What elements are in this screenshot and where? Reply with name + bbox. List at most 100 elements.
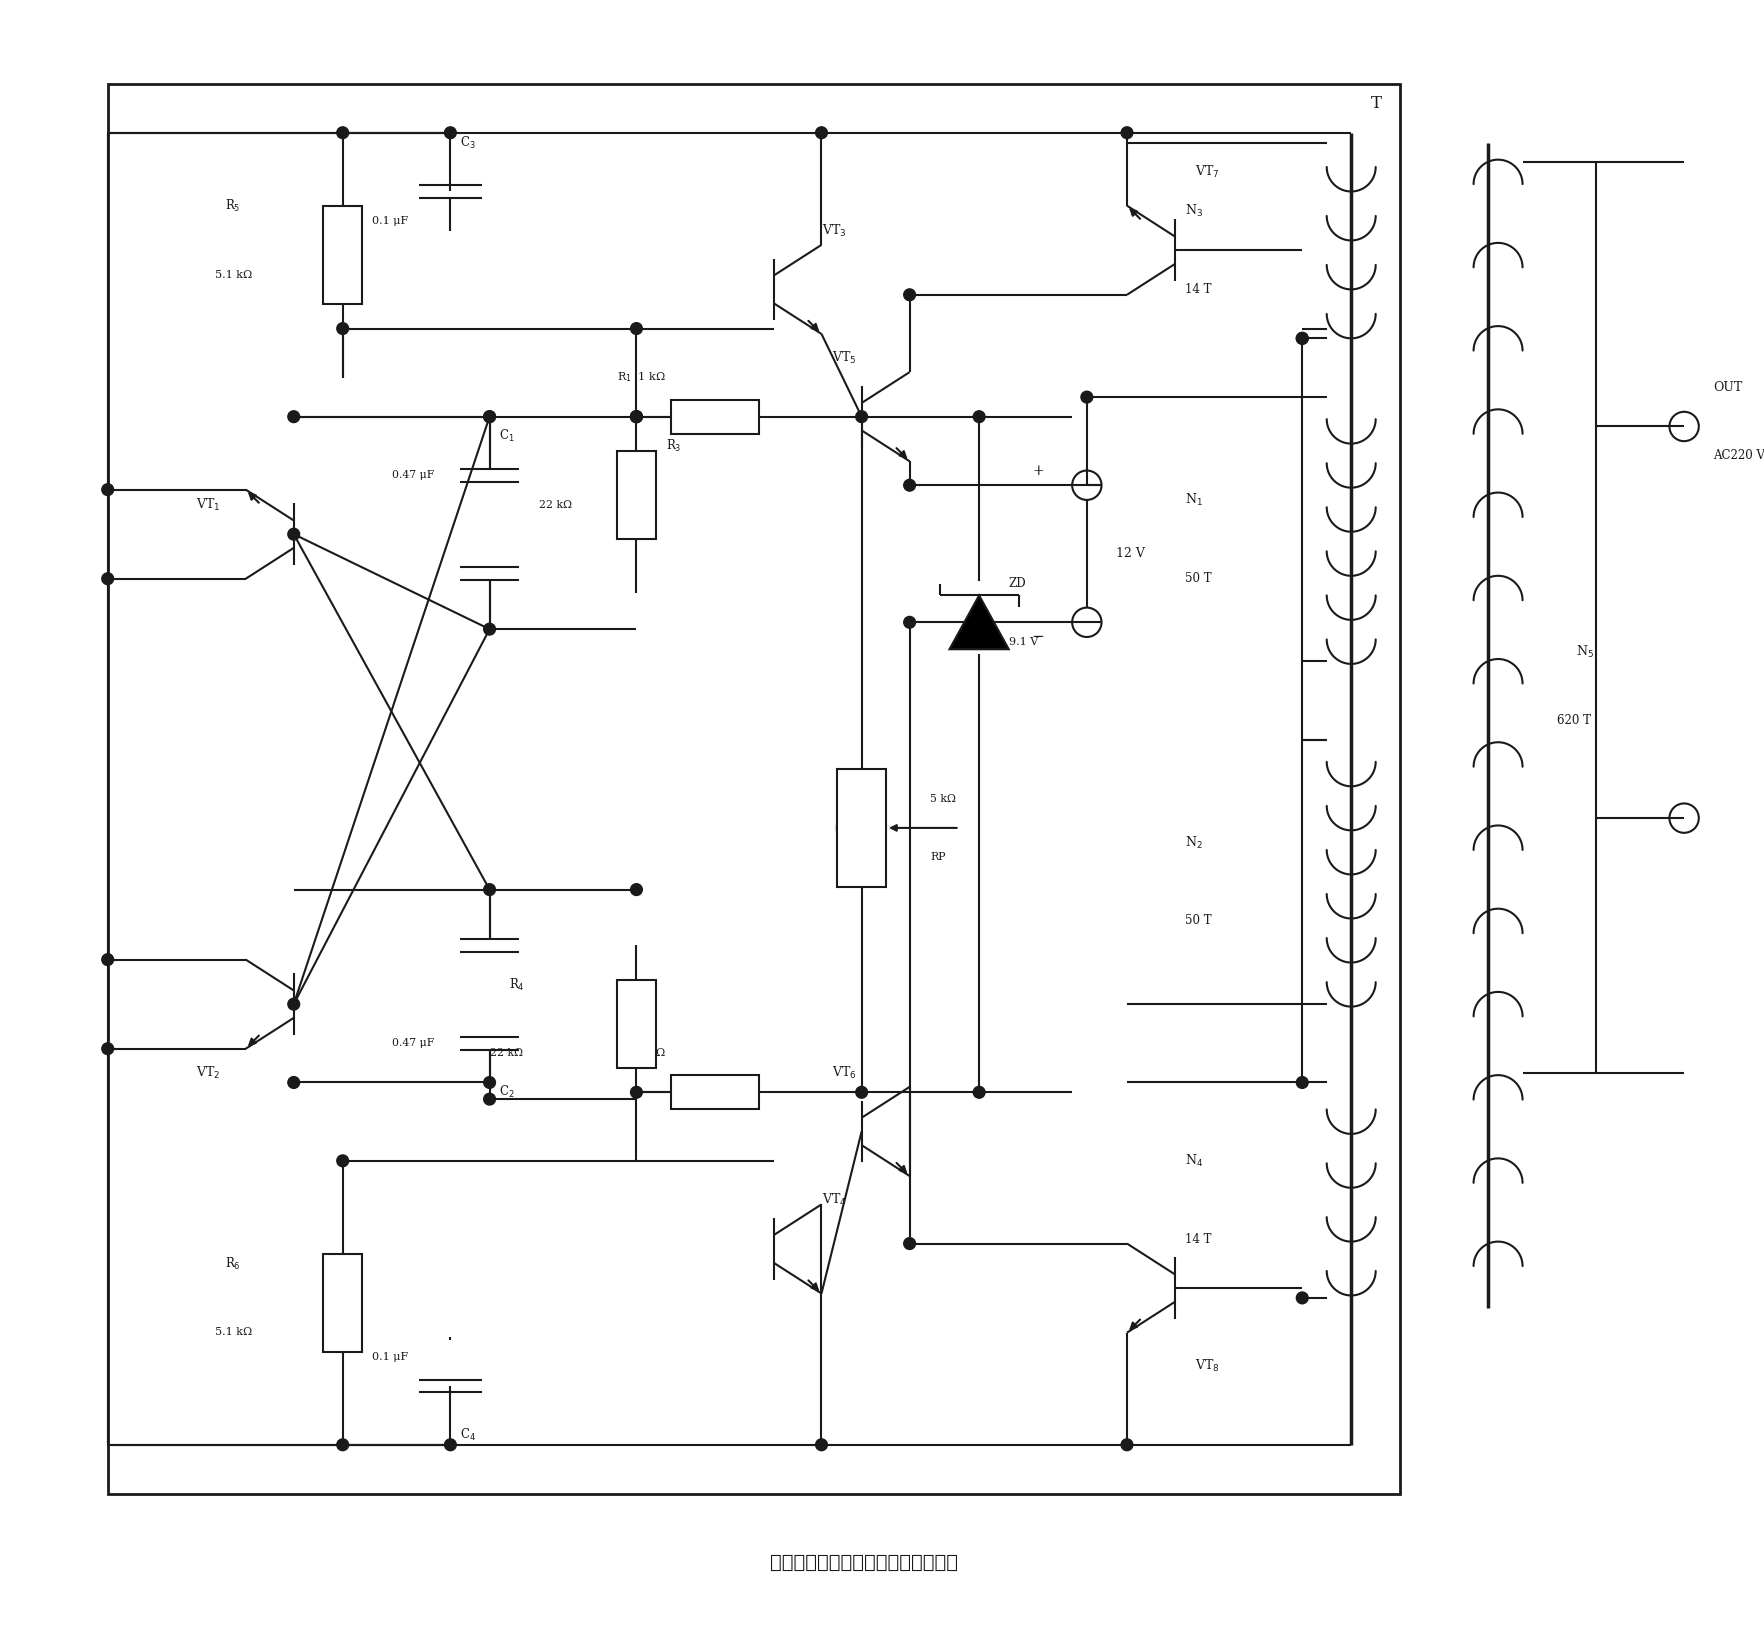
Circle shape — [903, 480, 916, 491]
Bar — [670, 1074, 759, 1109]
Text: VT$_3$: VT$_3$ — [822, 222, 847, 239]
Circle shape — [483, 1076, 496, 1088]
Text: T: T — [1371, 96, 1381, 112]
Text: 22 kΩ: 22 kΩ — [490, 1048, 522, 1058]
Text: VT$_8$: VT$_8$ — [1194, 1358, 1219, 1374]
Text: C$_1$: C$_1$ — [499, 428, 515, 445]
Circle shape — [483, 1093, 496, 1106]
Text: R$_1$  1 kΩ: R$_1$ 1 kΩ — [617, 371, 665, 384]
Text: C$_3$: C$_3$ — [460, 135, 476, 150]
Text: R$_4$: R$_4$ — [510, 977, 526, 992]
Text: power.21c.com: power.21c.com — [833, 824, 891, 832]
Text: OUT: OUT — [1713, 381, 1743, 394]
Text: R$_5$: R$_5$ — [226, 198, 240, 214]
Text: 14 T: 14 T — [1185, 283, 1212, 297]
Bar — [617, 452, 656, 539]
Circle shape — [337, 127, 349, 138]
Text: 5.1 kΩ: 5.1 kΩ — [215, 1327, 252, 1337]
Text: N$_3$: N$_3$ — [1185, 203, 1203, 219]
Circle shape — [815, 127, 827, 138]
Text: AC220 V: AC220 V — [1713, 450, 1764, 463]
Text: C$_4$: C$_4$ — [460, 1427, 476, 1444]
Text: 0.1 μF: 0.1 μF — [372, 216, 407, 226]
Bar — [670, 399, 759, 433]
Circle shape — [974, 1086, 984, 1098]
Bar — [323, 206, 362, 305]
Circle shape — [102, 1043, 113, 1055]
Text: C$_2$: C$_2$ — [499, 1084, 515, 1101]
Text: N$_1$: N$_1$ — [1185, 491, 1203, 508]
Circle shape — [630, 410, 642, 422]
Text: 低成本高效率的家用逆变器电路原理: 低成本高效率的家用逆变器电路原理 — [769, 1552, 958, 1572]
Circle shape — [1081, 391, 1092, 404]
Circle shape — [337, 323, 349, 335]
Circle shape — [483, 410, 496, 422]
Circle shape — [630, 883, 642, 895]
Circle shape — [903, 1238, 916, 1249]
Text: N$_4$: N$_4$ — [1185, 1152, 1203, 1168]
Circle shape — [630, 410, 642, 422]
Circle shape — [102, 485, 113, 496]
Text: 22 kΩ: 22 kΩ — [538, 499, 572, 509]
Text: 5.1 kΩ: 5.1 kΩ — [215, 270, 252, 280]
Text: −: − — [1032, 630, 1044, 644]
Circle shape — [856, 410, 868, 422]
Text: R$_2$  1 kΩ: R$_2$ 1 kΩ — [617, 1046, 665, 1060]
Circle shape — [288, 410, 300, 422]
Circle shape — [288, 999, 300, 1010]
Circle shape — [974, 410, 984, 422]
Circle shape — [102, 954, 113, 966]
Text: 0.47 μF: 0.47 μF — [392, 470, 434, 481]
Circle shape — [445, 1439, 457, 1450]
Circle shape — [483, 623, 496, 634]
Text: 12 V: 12 V — [1117, 547, 1145, 560]
Text: 14 T: 14 T — [1185, 1233, 1212, 1246]
Circle shape — [337, 1439, 349, 1450]
Circle shape — [288, 1076, 300, 1088]
Circle shape — [630, 323, 642, 335]
Circle shape — [903, 616, 916, 628]
Text: 50 T: 50 T — [1185, 915, 1212, 928]
Text: 0.1 μF: 0.1 μF — [372, 1351, 407, 1361]
Circle shape — [1297, 1076, 1309, 1088]
Circle shape — [288, 529, 300, 541]
Text: 5 kΩ: 5 kΩ — [930, 794, 956, 804]
Text: VT$_2$: VT$_2$ — [196, 1065, 220, 1081]
Circle shape — [483, 883, 496, 895]
Circle shape — [445, 127, 457, 138]
Text: N$_2$: N$_2$ — [1185, 834, 1203, 850]
Text: 50 T: 50 T — [1185, 572, 1212, 585]
Bar — [838, 770, 886, 887]
Circle shape — [1297, 333, 1309, 344]
Circle shape — [1122, 127, 1132, 138]
Text: R$_3$: R$_3$ — [665, 438, 681, 455]
Text: VT$_4$: VT$_4$ — [822, 1192, 847, 1208]
Polygon shape — [949, 595, 1009, 649]
Text: N$_5$: N$_5$ — [1577, 644, 1595, 659]
Text: 620 T: 620 T — [1558, 714, 1591, 727]
Bar — [108, 84, 1401, 1493]
Text: ZD: ZD — [1009, 577, 1027, 590]
Circle shape — [815, 1439, 827, 1450]
Text: VT$_6$: VT$_6$ — [833, 1065, 857, 1081]
Circle shape — [903, 288, 916, 300]
Circle shape — [630, 410, 642, 422]
Text: VT$_7$: VT$_7$ — [1194, 163, 1219, 180]
Text: +: + — [1032, 463, 1044, 478]
Text: RP: RP — [930, 852, 946, 862]
Circle shape — [1122, 1439, 1132, 1450]
Circle shape — [102, 574, 113, 585]
Circle shape — [630, 1086, 642, 1098]
Circle shape — [856, 1086, 868, 1098]
Circle shape — [483, 410, 496, 422]
Circle shape — [1297, 1292, 1309, 1304]
Text: VT$_5$: VT$_5$ — [833, 349, 857, 366]
Circle shape — [337, 1155, 349, 1167]
Circle shape — [1297, 333, 1309, 344]
Text: R$_6$: R$_6$ — [226, 1256, 242, 1272]
Text: 9.1 V: 9.1 V — [1009, 636, 1037, 648]
Bar — [323, 1254, 362, 1351]
Text: 0.47 μF: 0.47 μF — [392, 1038, 434, 1048]
Bar — [617, 979, 656, 1068]
Text: VT$_1$: VT$_1$ — [196, 496, 220, 513]
